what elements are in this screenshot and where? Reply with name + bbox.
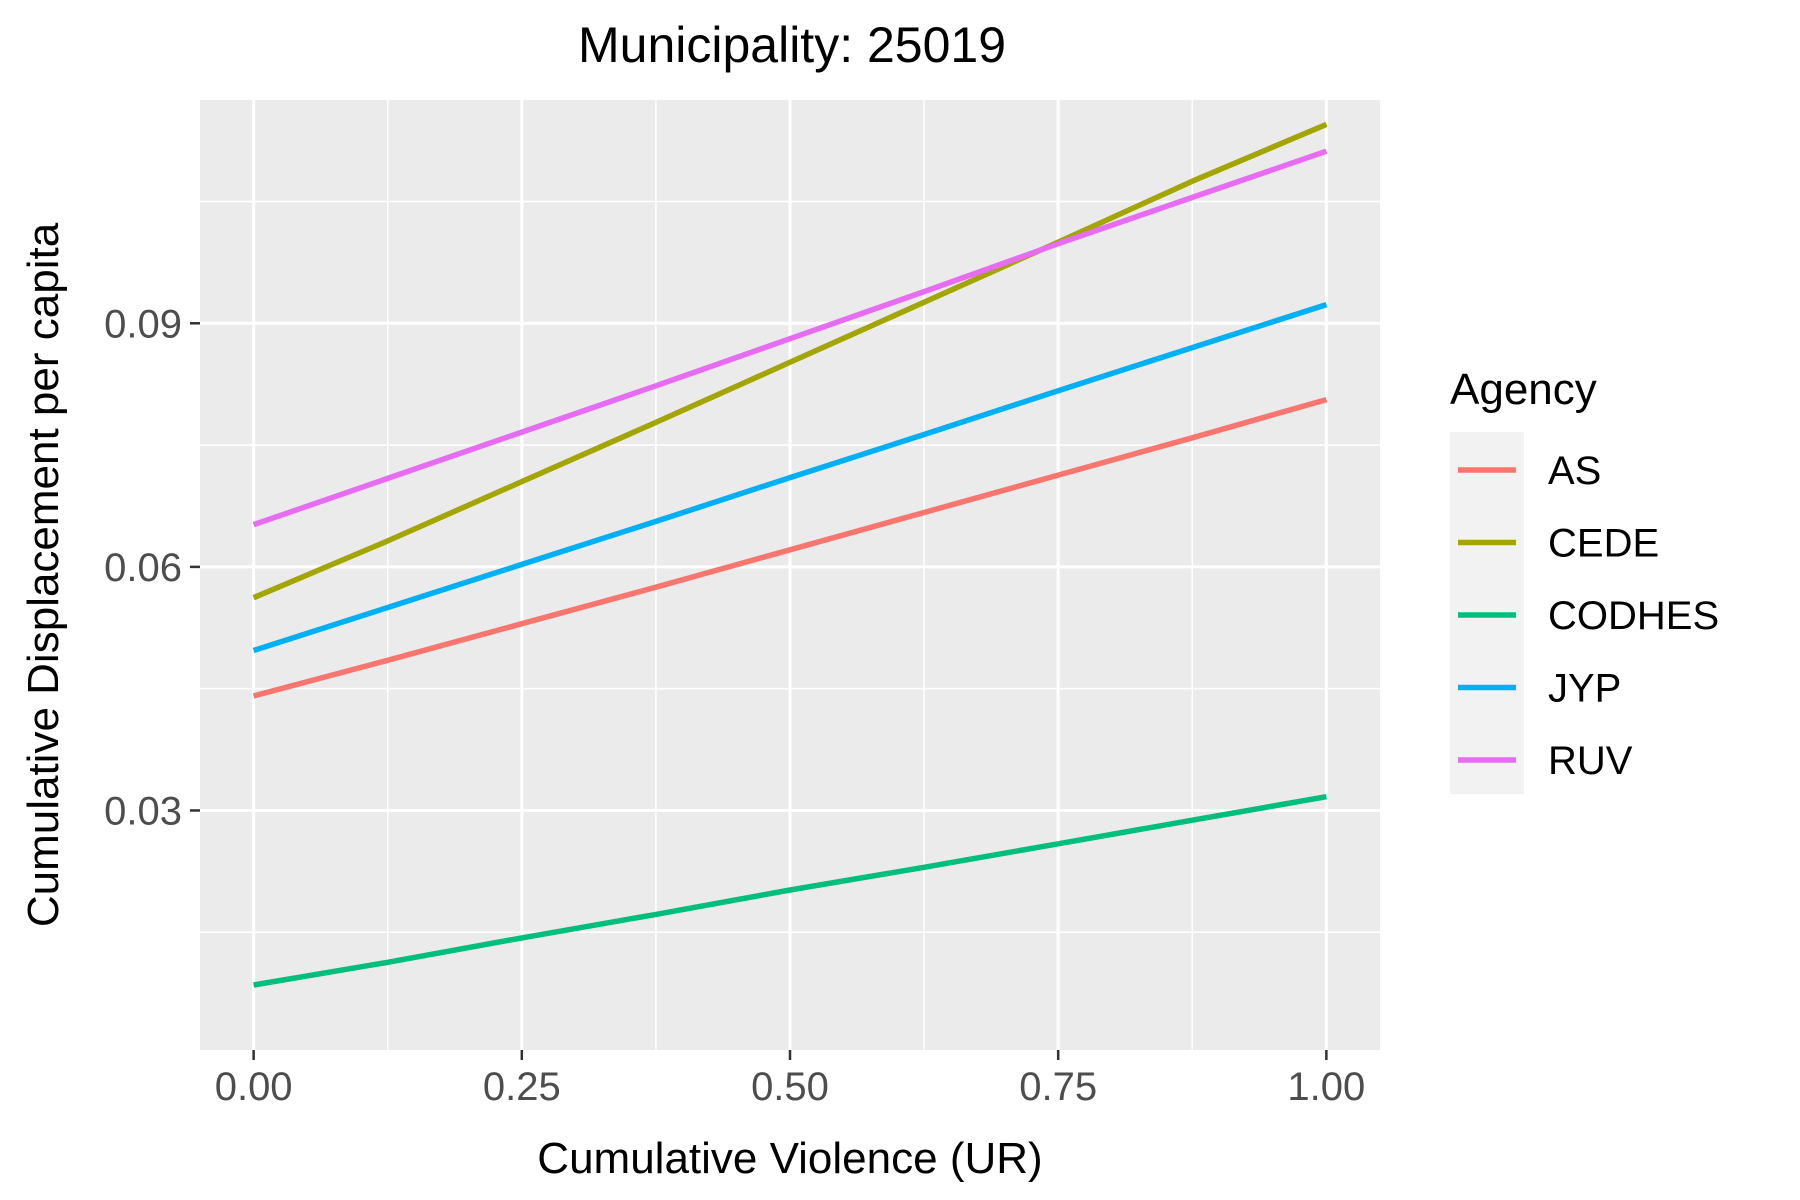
legend: Agency AS CEDE CODHES JYP RUV <box>1450 365 1719 794</box>
legend-label-codhes: CODHES <box>1548 594 1719 638</box>
series-line-ruv <box>252 148 1328 528</box>
x-tick-label: 1.00 <box>1287 1065 1365 1109</box>
x-axis-title: Cumulative Violence (UR) <box>537 1134 1042 1183</box>
y-axis: 0.03 0.06 0.09 <box>104 302 200 833</box>
x-tick-label: 0.25 <box>483 1065 561 1109</box>
y-tick-label: 0.03 <box>104 789 182 833</box>
x-tick-label: 0.00 <box>215 1065 293 1109</box>
series-line-jyp <box>252 301 1328 654</box>
series-line-cede <box>252 121 1328 601</box>
legend-label-ruv: RUV <box>1548 739 1633 783</box>
legend-label-cede: CEDE <box>1548 522 1659 566</box>
y-tick-label: 0.06 <box>104 546 182 590</box>
legend-label-jyp: JYP <box>1548 667 1621 711</box>
y-axis-title: Cumulative Displacement per capita <box>19 222 68 927</box>
x-tick-label: 0.75 <box>1019 1065 1097 1109</box>
y-tick-label: 0.09 <box>104 302 182 346</box>
x-tick-label: 0.50 <box>751 1065 829 1109</box>
legend-label-as: AS <box>1548 449 1601 493</box>
series-lines <box>252 121 1328 988</box>
series-line-codhes <box>253 793 1327 988</box>
x-axis: 0.00 0.25 0.50 0.75 1.00 <box>215 1050 1365 1109</box>
legend-title: Agency <box>1450 365 1597 414</box>
chart-title: Municipality: 25019 <box>578 17 1006 73</box>
series-line-as <box>252 396 1328 699</box>
